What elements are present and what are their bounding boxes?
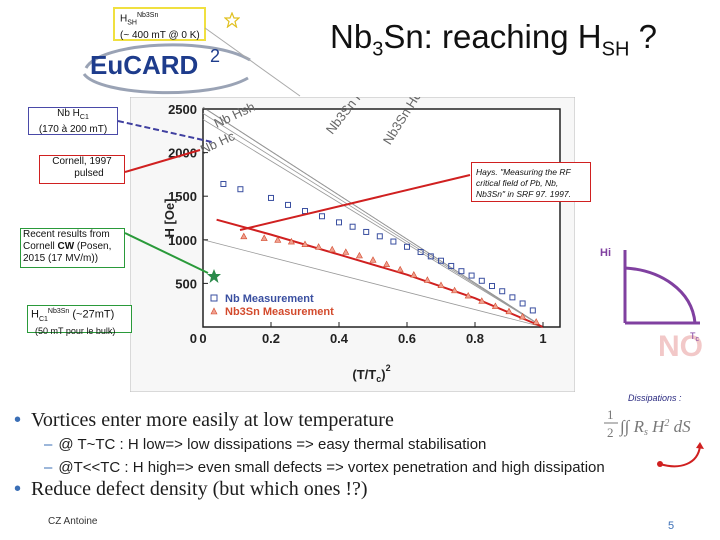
hc1-nb3sn-box: HC1Nb3Sn (~27mT) (50 mT pour le bulk) [27, 305, 132, 336]
sub-bullet-2: – @T<<TC : H high=> even small defects =>… [44, 459, 605, 476]
data-point [268, 194, 274, 201]
data-point [478, 277, 485, 284]
data-point [458, 268, 465, 275]
data-point [301, 240, 309, 247]
x-tick-label: 0.4 [330, 331, 349, 346]
legend-marker [210, 294, 218, 302]
svg-text:NO: NO [658, 330, 703, 363]
data-point [342, 248, 350, 255]
reference-box: Hays. "Measuring the RF critical field o… [471, 162, 591, 202]
data-point [240, 232, 248, 240]
legend-label: Nb Measurement [225, 293, 314, 305]
arrow-icon [657, 442, 704, 468]
data-point [491, 302, 499, 309]
fit-curve [216, 218, 544, 328]
page-number: 5 [668, 520, 675, 532]
bullet-2: • Reduce defect density (but which ones !… [14, 478, 368, 500]
data-point [529, 307, 536, 314]
data-point [349, 223, 356, 230]
data-point [478, 297, 486, 304]
theory-line [202, 239, 544, 328]
data-point [519, 300, 526, 307]
svg-text:Tc: Tc [690, 331, 700, 343]
legend-marker [210, 307, 218, 315]
data-point [390, 238, 397, 245]
data-point [499, 288, 506, 295]
data-point [464, 291, 472, 299]
data-point [396, 265, 404, 273]
star-icon [224, 12, 240, 28]
x-tick-label: 1 [539, 331, 546, 346]
x-axis-label: (T/Tc)2 [352, 363, 390, 384]
theory-line [202, 113, 544, 328]
bullet-1: • Vortices enter more easily at low tempe… [14, 409, 394, 431]
y-tick-label: 1000 [168, 233, 197, 248]
svg-text:EuCARD: EuCARD [90, 50, 198, 80]
data-point [319, 213, 325, 220]
data-point [451, 286, 459, 294]
data-point [509, 294, 516, 301]
x-tick-label: 0.6 [398, 331, 416, 346]
data-point [274, 236, 282, 243]
svg-text:∫∫ Rs H2 dS: ∫∫ Rs H2 dS [619, 417, 691, 438]
data-point [363, 228, 370, 235]
star-icon [207, 269, 221, 283]
data-point [328, 245, 336, 253]
recent-results-box: Recent results from Cornell CW (Posen, 2… [20, 228, 125, 268]
x-tick-label: 0.8 [466, 331, 484, 346]
svg-text:1: 1 [607, 407, 614, 422]
data-point [519, 312, 527, 320]
data-point [427, 253, 434, 260]
data-point [448, 262, 455, 269]
svg-text:2: 2 [210, 46, 220, 66]
svg-text:Hi: Hi [600, 247, 611, 259]
dissipations-label: Dissipations : [628, 393, 682, 403]
data-point [336, 219, 342, 226]
data-point [532, 318, 540, 325]
data-point [285, 201, 291, 208]
theory-line [202, 119, 544, 328]
data-point [315, 243, 323, 250]
data-point [505, 307, 513, 315]
dissipation-formula: 1 2 ∫∫ Rs H2 dS [604, 407, 691, 440]
footer-author: CZ Antoine [48, 516, 98, 527]
y-tick-label: 2500 [168, 102, 197, 117]
svg-text:2: 2 [607, 425, 614, 440]
data-point [438, 257, 444, 264]
y-tick-label: 500 [175, 276, 197, 291]
y-axis-label: H [Oe] [162, 199, 177, 238]
legend-label: Nb3Sn Measurement [225, 306, 334, 318]
data-point [355, 251, 363, 259]
eucard-logo: EuCARD 2 [82, 43, 251, 95]
data-point [417, 249, 424, 256]
x-tick-label: 0 [199, 331, 206, 346]
data-point [404, 243, 410, 250]
data-point [468, 272, 475, 279]
data-point [410, 271, 418, 278]
data-point [423, 276, 431, 283]
sub-bullet-1: – @ T~TC : H low=> low dissipations => ea… [44, 436, 487, 453]
y-tick-label: 1500 [168, 189, 197, 204]
y-tick-label: 0 [190, 331, 197, 346]
data-point [376, 233, 383, 240]
data-point [489, 283, 495, 290]
inset-plot: NO Hi Tc [600, 247, 703, 363]
cornell-box: Cornell, 1997 pulsed [39, 155, 125, 184]
data-point [287, 237, 295, 245]
x-tick-label: 0.2 [262, 331, 280, 346]
slide-title: Nb3Sn: reaching HSH ? [330, 18, 657, 61]
data-point [220, 180, 227, 187]
nb-hc1-box: Nb HC1 (170 à 200 mT) [28, 107, 118, 135]
theory-line [202, 106, 544, 328]
hsh-box: HSHNb3Sn (~ 400 mT @ 0 K) [113, 7, 206, 41]
data-point [260, 234, 268, 241]
data-point [383, 260, 391, 268]
data-point [237, 186, 244, 193]
data-point [369, 256, 377, 263]
data-point [437, 281, 445, 288]
